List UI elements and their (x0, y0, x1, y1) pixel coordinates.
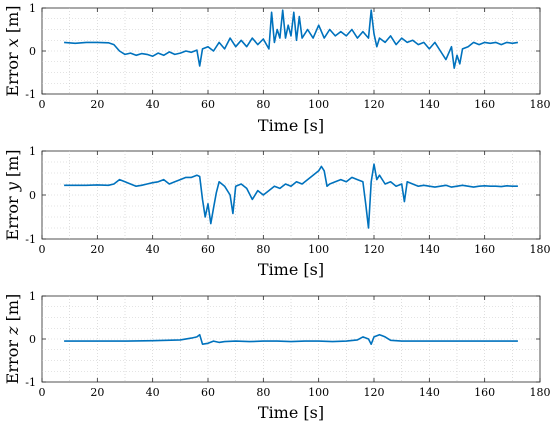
ticks: 0 20 40 60 80 100 120 140 160 180-101 (25, 145, 550, 256)
y-tick-label: -1 (25, 376, 36, 389)
x-tick-label: 0 (39, 243, 46, 256)
y-tick-label: 1 (29, 290, 36, 303)
y-tick-label: 1 (29, 145, 36, 158)
x-tick-label: 40 (146, 243, 160, 256)
y-axis-label-variable: y (3, 181, 22, 192)
x-tick-label: 120 (364, 243, 385, 256)
x-tick-label: 80 (256, 243, 270, 256)
x-tick-label: 100 (308, 386, 329, 399)
x-tick-label: 60 (201, 243, 215, 256)
x-tick-label: 120 (364, 386, 385, 399)
x-tick-label: 180 (530, 243, 550, 256)
x-tick-label: 40 (146, 386, 160, 399)
x-tick-label: 40 (146, 98, 160, 111)
series-line (64, 9, 519, 69)
y-tick-label: 1 (29, 2, 36, 15)
x-axis-label: Time [s] (258, 116, 324, 135)
y-axis-label-prefix: Error (3, 335, 22, 384)
x-tick-label: 120 (364, 98, 385, 111)
ticks: 0 20 40 60 80 100 120 140 160 180-101 (25, 290, 550, 399)
series-layer (64, 163, 518, 229)
x-tick-label: 100 (308, 98, 329, 111)
y-axis-label-suffix: [m] (3, 5, 22, 38)
x-tick-label: 100 (308, 243, 329, 256)
y-axis-label: Error z [m] (3, 294, 22, 385)
x-tick-label: 180 (530, 98, 550, 111)
y-axis-label-prefix: Error (3, 47, 22, 96)
y-axis-label-suffix: [m] (3, 149, 22, 182)
x-tick-label: 140 (419, 98, 440, 111)
y-axis-label-prefix: Error (3, 191, 22, 240)
series-line (64, 333, 518, 346)
x-tick-label: 160 (474, 243, 495, 256)
x-tick-label: 80 (256, 386, 270, 399)
y-tick-label: 0 (29, 333, 36, 346)
y-tick-label: 0 (29, 45, 36, 58)
x-tick-label: 20 (90, 243, 104, 256)
x-axis-label: Time [s] (258, 403, 324, 422)
x-tick-label: 60 (201, 386, 215, 399)
x-tick-label: 60 (201, 98, 215, 111)
grid (42, 151, 540, 239)
series-layer (64, 333, 518, 346)
subplot-error-x: 0 20 40 60 80 100 120 140 160 180-101 Time [s] Er… (3, 2, 550, 135)
x-tick-label: 0 (39, 98, 46, 111)
y-axis-label: Error y [m] (3, 149, 22, 240)
x-tick-label: 160 (474, 386, 495, 399)
subplot-error-y: 0 20 40 60 80 100 120 140 160 180-101 Time [s] Er… (3, 145, 550, 279)
x-tick-label: 160 (474, 98, 495, 111)
x-axis-label: Time [s] (258, 260, 324, 279)
y-axis-label-variable: x (3, 38, 22, 47)
series-line (64, 163, 518, 229)
y-axis-label: Error x [m] (3, 5, 22, 96)
grid (42, 296, 540, 382)
y-tick-label: -1 (25, 88, 36, 101)
x-tick-label: 140 (419, 243, 440, 256)
y-axis-label-suffix: [m] (3, 294, 22, 327)
y-tick-label: 0 (29, 189, 36, 202)
x-tick-label: 20 (90, 98, 104, 111)
series-layer (64, 9, 519, 69)
x-tick-label: 20 (90, 386, 104, 399)
y-axis-label-variable: z (3, 326, 22, 336)
x-tick-label: 80 (256, 98, 270, 111)
subplot-error-z: 0 20 40 60 80 100 120 140 160 180-101 Time [s] Er… (3, 290, 550, 422)
x-tick-label: 0 (39, 386, 46, 399)
ticks: 0 20 40 60 80 100 120 140 160 180-101 (25, 2, 550, 111)
x-tick-label: 140 (419, 386, 440, 399)
y-tick-label: -1 (25, 233, 36, 246)
x-tick-label: 180 (530, 386, 550, 399)
